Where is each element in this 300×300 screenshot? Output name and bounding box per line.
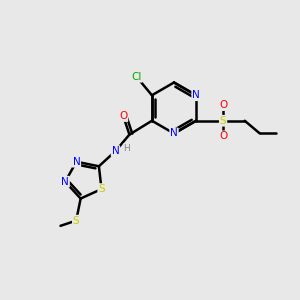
Text: N: N bbox=[192, 90, 200, 100]
Text: H: H bbox=[124, 144, 130, 153]
Text: Cl: Cl bbox=[131, 72, 142, 82]
Text: S: S bbox=[98, 184, 105, 194]
Text: S: S bbox=[73, 216, 80, 226]
Text: N: N bbox=[112, 146, 119, 156]
Text: O: O bbox=[219, 131, 227, 141]
Text: N: N bbox=[61, 177, 69, 187]
Text: O: O bbox=[119, 111, 128, 121]
Text: N: N bbox=[73, 157, 80, 167]
Text: O: O bbox=[219, 100, 227, 110]
Text: S: S bbox=[220, 116, 226, 126]
Text: N: N bbox=[170, 128, 178, 139]
